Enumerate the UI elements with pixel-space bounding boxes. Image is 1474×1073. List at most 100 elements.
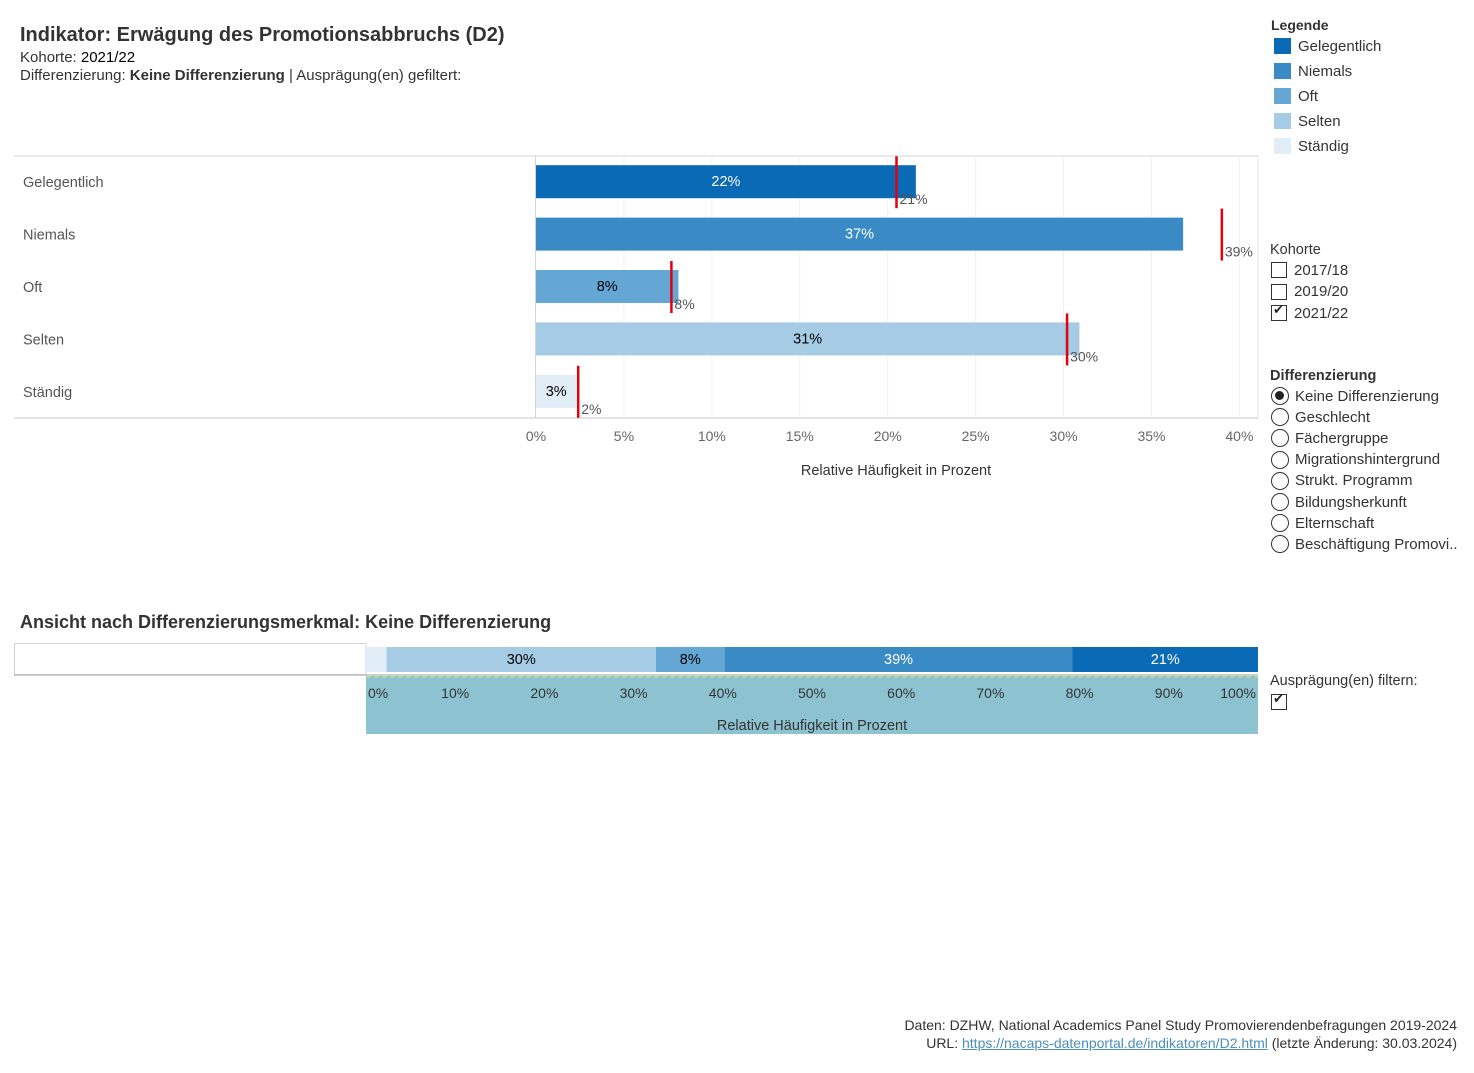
kohorte-subtitle: Kohorte: 2021/22 [20, 49, 135, 66]
differenzierung-option[interactable]: Beschäftigung Promovi.. [1271, 534, 1458, 554]
footer-source: Daten: DZHW, National Academics Panel St… [904, 1017, 1457, 1033]
main-bar-chart: 0% 5% 10% 15% 20% 25% 30% 35% 40% Relative Häufig… [14, 155, 1259, 479]
reference-value-label: 2% [581, 401, 601, 417]
differenzierung-option[interactable]: Fächergruppe [1271, 428, 1388, 448]
x-tick-label: 10% [441, 685, 469, 701]
y-category-label: Selten [23, 332, 64, 348]
checkbox-icon [1271, 283, 1287, 300]
x-tick-label: 0% [526, 428, 546, 444]
bar[interactable] [536, 322, 1080, 356]
legend-swatch [1274, 88, 1291, 104]
legend-item-label: Oft [1298, 87, 1319, 105]
differenzierung-option[interactable]: Geschlecht [1271, 407, 1370, 427]
stacked-segment[interactable] [1072, 647, 1258, 672]
legend-item: Niemals [1274, 62, 1352, 80]
differenzierung-subtitle-value: Keine Differenzierung [129, 67, 285, 84]
differenzierung-option-label: Keine Differenzierung [1295, 387, 1439, 405]
bar[interactable] [536, 270, 679, 303]
footer-url-suffix: (letzte Änderung: 30.03.2024) [1267, 1035, 1457, 1051]
y-category-label: Oft [23, 280, 42, 296]
differenzierung-option[interactable]: Strukt. Programm [1271, 471, 1413, 491]
differenzierung-option-label: Beschäftigung Promovi.. [1295, 535, 1458, 553]
x-tick-label: 20% [530, 685, 558, 701]
legend-item-label: Niemals [1298, 62, 1353, 80]
legend-item-label: Gelegentlich [1298, 37, 1382, 55]
x-axis-title: Relative Häufigkeit in Prozent [717, 718, 907, 734]
x-tick-label: 60% [887, 685, 915, 701]
legend-swatch [1274, 113, 1291, 129]
reference-value-label: 30% [1070, 348, 1098, 364]
y-category-label: Gelegentlich [23, 175, 104, 191]
y-category-label: Niemals [23, 228, 75, 244]
stacked-segment[interactable] [366, 647, 387, 672]
legend-swatch [1274, 63, 1291, 79]
checkbox-icon [1271, 262, 1287, 278]
differenzierung-option-label: Bildungsherkunft [1295, 493, 1407, 511]
differenzierung-option[interactable]: Elternschaft [1271, 513, 1374, 533]
differenzierung-subtitle-label: Differenzierung: [20, 67, 130, 84]
kohorte-subtitle-value: 2021/22 [80, 49, 136, 66]
x-tick-label: 30% [1050, 428, 1078, 444]
bar-value-label: 37% [845, 227, 874, 243]
bar-value-label: 8% [597, 279, 618, 295]
stacked-segment[interactable] [386, 647, 656, 672]
x-tick-label: 80% [1066, 685, 1094, 701]
footer-url-link[interactable]: https://nacaps-datenportal.de/indikatore… [962, 1035, 1268, 1051]
stacked-bar-chart: 30% 8% 39% 21% 0% 10% 20% 30% 40% 50% 60% 70% 80% 90%… [14, 643, 1258, 734]
x-tick-label: 35% [1137, 428, 1165, 444]
radio-icon [1271, 493, 1289, 511]
x-tick-label: 50% [798, 685, 826, 701]
x-axis-title: Relative Häufigkeit in Prozent [801, 463, 991, 479]
differenzierung-subtitle-suffix: | Ausprägung(en) gefiltert: [284, 67, 462, 84]
auspraegung-filter-checkbox[interactable] [1271, 692, 1294, 712]
radio-icon [1271, 450, 1289, 469]
x-tick-label: 25% [962, 428, 990, 444]
x-tick-label: 40% [709, 685, 737, 701]
page-title: Indikator: Erwägung des Promotionsabbruc… [20, 24, 505, 46]
x-tick-label: 70% [976, 685, 1004, 701]
radio-icon [1271, 429, 1289, 448]
x-tick-label: 20% [874, 428, 902, 444]
bar[interactable] [536, 374, 577, 408]
stacked-segment[interactable] [655, 647, 725, 672]
radio-icon [1271, 408, 1289, 427]
radio-icon [1271, 471, 1289, 490]
segment-value-label: 39% [884, 652, 913, 668]
kohorte-option[interactable]: 2017/18 [1271, 260, 1348, 280]
segment-value-label: 21% [1151, 652, 1180, 668]
x-tick-label: 15% [786, 428, 814, 444]
kohorte-option-label: 2021/22 [1294, 304, 1349, 322]
x-tick-label: 5% [614, 428, 634, 444]
x-tick-label: 100% [1220, 685, 1256, 701]
kohorte-option[interactable]: 2021/22 [1271, 303, 1348, 323]
x-tick-label: 30% [620, 685, 648, 701]
differenzierung-option[interactable]: Migrationshintergrund [1271, 450, 1440, 470]
bar[interactable] [536, 165, 916, 199]
differenzierung-option-label: Migrationshintergrund [1295, 451, 1441, 469]
legend-item: Gelegentlich [1274, 37, 1381, 55]
reference-value-label: 21% [900, 191, 928, 207]
stacked-segment[interactable] [724, 647, 1073, 672]
legend-item-label: Selten [1298, 112, 1341, 130]
x-tick-label: 0% [368, 685, 388, 701]
auspraegung-filter-label: Ausprägung(en) filtern: [1270, 673, 1418, 689]
differenzierung-filter-title: Differenzierung [1270, 368, 1377, 384]
section2-title: Ansicht nach Differenzierungsmerkmal: Ke… [20, 612, 552, 632]
segment-value-label: 8% [680, 652, 701, 668]
kohorte-option[interactable]: 2019/20 [1271, 282, 1348, 302]
footer-url-line: URL: https://nacaps-datenportal.de/indik… [926, 1035, 1457, 1051]
legend-item: Ständig [1274, 137, 1349, 155]
x-tick-label: 40% [1225, 428, 1253, 444]
segment-value-label: 30% [507, 652, 536, 668]
bar-value-label: 22% [711, 174, 740, 190]
kohorte-option-label: 2017/18 [1294, 261, 1349, 279]
differenzierung-option[interactable]: Keine Differenzierung [1271, 386, 1439, 406]
x-tick-label: 10% [698, 428, 726, 444]
bar[interactable] [536, 217, 1184, 251]
differenzierung-option[interactable]: Bildungsherkunft [1271, 492, 1407, 512]
legend-item-label: Ständig [1298, 137, 1349, 155]
differenzierung-option-label: Strukt. Programm [1295, 472, 1413, 490]
bar-value-label: 31% [793, 331, 822, 347]
legend-item: Selten [1274, 112, 1341, 130]
row-header-cell [14, 643, 367, 675]
